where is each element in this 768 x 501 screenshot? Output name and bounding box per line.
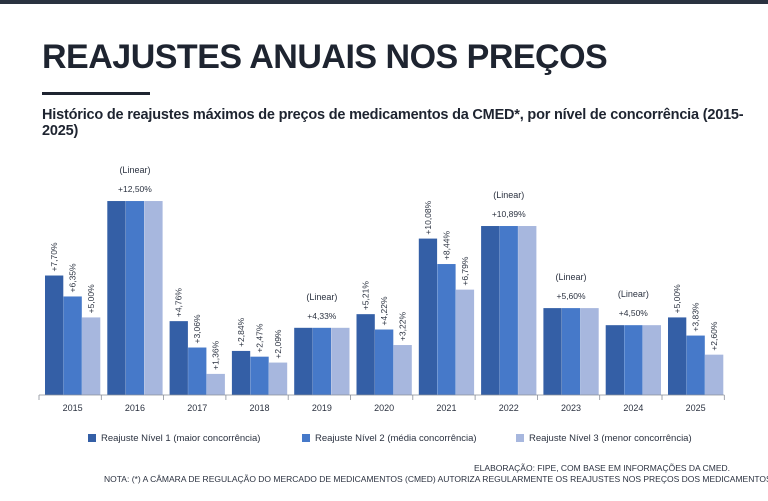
bar-2017-nivel-2 bbox=[188, 347, 207, 395]
x-tick-label-2017: 2017 bbox=[187, 403, 207, 413]
data-label-2021-nivel-2: +8,44% bbox=[441, 231, 451, 261]
bar-2020-nivel-1 bbox=[356, 314, 375, 395]
bar-2021-nivel-1 bbox=[418, 238, 438, 395]
legend-label-nivel-3: Reajuste Nível 3 (menor concorrência) bbox=[529, 433, 692, 444]
bar-2016-nivel-1 bbox=[107, 201, 126, 395]
bar-2025-nivel-1 bbox=[668, 317, 687, 395]
bar-2024-nivel-2 bbox=[624, 325, 643, 395]
data-label-2015-nivel-2: +6,35% bbox=[68, 263, 78, 293]
bar-2024-nivel-1 bbox=[605, 325, 624, 395]
data-label-2023: +5,60% bbox=[557, 291, 587, 301]
page-title: REAJUSTES ANUAIS NOS PREÇOS bbox=[42, 38, 608, 76]
data-label-2020-nivel-2: +4,22% bbox=[379, 296, 389, 326]
linear-note-2022: (Linear) bbox=[493, 190, 524, 200]
data-label-2015-nivel-3: +5,00% bbox=[86, 284, 96, 314]
bar-2023-nivel-2 bbox=[561, 308, 581, 395]
bar-2020-nivel-3 bbox=[393, 345, 412, 395]
data-label-2017-nivel-2: +3,06% bbox=[192, 314, 202, 344]
legend-item-nivel-2: Reajuste Nível 2 (média concorrência) bbox=[302, 433, 477, 444]
bar-2023-nivel-3 bbox=[580, 308, 599, 395]
bar-2017-nivel-1 bbox=[169, 321, 188, 395]
data-label-2025-nivel-2: +3,83% bbox=[691, 302, 701, 332]
chart-subtitle: Histórico de reajustes máximos de preços… bbox=[42, 107, 744, 139]
legend-item-nivel-3: Reajuste Nível 3 (menor concorrência) bbox=[516, 433, 692, 444]
x-tick-label-2023: 2023 bbox=[561, 403, 581, 413]
data-label-2018-nivel-1: +2,84% bbox=[236, 317, 246, 347]
bar-chart: +7,70% +6,35% +5,00% 2015 +12,50% (Linear) 201… bbox=[38, 165, 725, 413]
bar-2016-nivel-3 bbox=[144, 201, 163, 395]
data-label-2021-nivel-1: +10,08% bbox=[423, 200, 433, 234]
title-underline bbox=[42, 92, 150, 95]
data-label-2017-nivel-1: +4,76% bbox=[174, 288, 184, 318]
legend-label-nivel-2: Reajuste Nível 2 (média concorrência) bbox=[315, 433, 477, 444]
legend-swatch-nivel-3 bbox=[516, 434, 524, 442]
legend-swatch-nivel-1 bbox=[88, 434, 96, 442]
data-label-2025-nivel-3: +2,60% bbox=[709, 321, 719, 351]
legend-item-nivel-1: Reajuste Nível 1 (maior concorrência) bbox=[88, 433, 260, 444]
data-label-2018-nivel-3: +2,09% bbox=[273, 329, 283, 359]
bar-2022-nivel-1 bbox=[481, 226, 500, 395]
data-label-2018-nivel-2: +2,47% bbox=[255, 323, 265, 353]
data-label-2017-nivel-3: +1,36% bbox=[211, 340, 221, 370]
legend-swatch-nivel-2 bbox=[302, 434, 310, 442]
bar-2024-nivel-3 bbox=[642, 325, 661, 395]
bar-2018-nivel-3 bbox=[268, 362, 288, 395]
linear-note-2019: (Linear) bbox=[306, 292, 337, 302]
bar-2025-nivel-3 bbox=[705, 354, 724, 395]
top-border bbox=[0, 0, 768, 4]
footnote-text: NOTA: (*) A CÂMARA DE REGULAÇÃO DO MERCA… bbox=[104, 474, 768, 484]
bar-2019-nivel-1 bbox=[294, 327, 313, 395]
bar-2019-nivel-2 bbox=[312, 327, 331, 395]
bar-2021-nivel-2 bbox=[437, 264, 456, 395]
bar-2021-nivel-3 bbox=[455, 289, 475, 395]
bar-2018-nivel-1 bbox=[231, 350, 251, 395]
x-tick-label-2021: 2021 bbox=[436, 403, 456, 413]
bar-2017-nivel-3 bbox=[206, 373, 225, 395]
legend-label-nivel-1: Reajuste Nível 1 (maior concorrência) bbox=[101, 433, 261, 444]
x-tick-label-2022: 2022 bbox=[499, 403, 519, 413]
x-tick-label-2024: 2024 bbox=[623, 403, 643, 413]
bar-2025-nivel-2 bbox=[686, 335, 705, 395]
data-label-2015-nivel-1: +7,70% bbox=[49, 242, 59, 272]
bar-2022-nivel-3 bbox=[518, 226, 537, 395]
bar-2022-nivel-2 bbox=[499, 226, 518, 395]
x-tick-label-2015: 2015 bbox=[63, 403, 83, 413]
data-label-2022: +10,89% bbox=[492, 209, 526, 219]
x-tick-label-2018: 2018 bbox=[250, 403, 270, 413]
linear-note-2016: (Linear) bbox=[119, 165, 150, 175]
x-tick-label-2016: 2016 bbox=[125, 403, 145, 413]
data-label-2025-nivel-1: +5,00% bbox=[672, 284, 682, 314]
bar-2019-nivel-3 bbox=[331, 327, 350, 395]
x-tick-label-2020: 2020 bbox=[374, 403, 394, 413]
linear-note-2023: (Linear) bbox=[556, 272, 587, 282]
data-label-2024: +4,50% bbox=[619, 308, 649, 318]
data-label-2020-nivel-1: +5,21% bbox=[361, 281, 371, 311]
x-tick-label-2025: 2025 bbox=[686, 403, 706, 413]
data-label-2019: +4,33% bbox=[307, 311, 337, 321]
bar-2015-nivel-1 bbox=[45, 275, 64, 395]
data-label-2020-nivel-3: +3,22% bbox=[398, 312, 408, 342]
linear-note-2024: (Linear) bbox=[618, 289, 649, 299]
bar-2016-nivel-2 bbox=[125, 201, 145, 395]
bar-2018-nivel-2 bbox=[250, 356, 269, 395]
bar-2020-nivel-2 bbox=[375, 329, 394, 395]
data-label-2021-nivel-3: +6,79% bbox=[460, 256, 470, 286]
bar-2023-nivel-1 bbox=[543, 308, 562, 395]
bar-2015-nivel-2 bbox=[63, 296, 82, 395]
source-text: ELABORAÇÃO: FIPE, COM BASE EM INFORMAÇÕE… bbox=[474, 463, 730, 473]
bar-2015-nivel-3 bbox=[82, 317, 101, 395]
x-tick-label-2019: 2019 bbox=[312, 403, 332, 413]
data-label-2016: +12,50% bbox=[118, 184, 152, 194]
